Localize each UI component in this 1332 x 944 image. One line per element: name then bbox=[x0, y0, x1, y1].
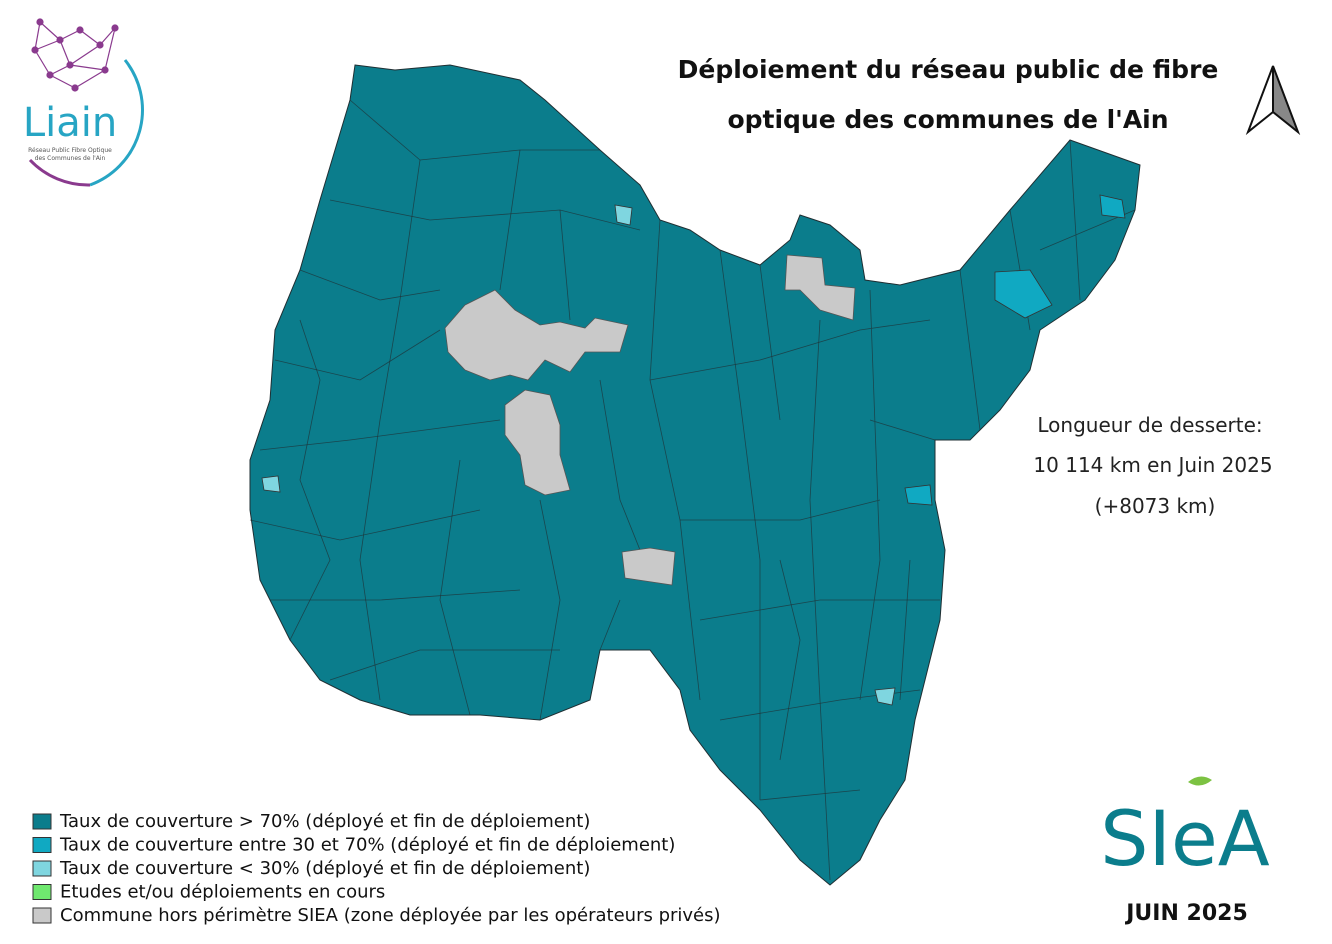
partial-zones bbox=[261, 194, 1126, 706]
legend-swatch bbox=[32, 907, 52, 924]
stat-increase: (+8073 km) bbox=[1095, 494, 1216, 518]
siea-logo: SIeA JUIN 2025 bbox=[1100, 776, 1270, 926]
department-area bbox=[249, 64, 1141, 886]
legend-swatch bbox=[32, 860, 52, 877]
legend-label: Taux de couverture > 70% (déployé et fin… bbox=[59, 811, 590, 832]
legend-label: Commune hors périmètre SIEA (zone déploy… bbox=[60, 905, 721, 926]
legend-swatch bbox=[32, 884, 52, 900]
north-arrow bbox=[1245, 65, 1301, 136]
stat-label: Longueur de desserte: bbox=[1037, 413, 1262, 437]
legend: Taux de couverture > 70% (déployé et fin… bbox=[32, 811, 721, 926]
logo-tagline: Réseau Public Fibre Optique bbox=[28, 147, 112, 154]
legend-label: Etudes et/ou déploiements en cours bbox=[60, 882, 385, 903]
map-title: Déploiement du réseau public de fibre bbox=[678, 55, 1219, 84]
legend-label: Taux de couverture < 30% (déployé et fin… bbox=[59, 858, 590, 879]
stat-length: 10 114 km en Juin 2025 bbox=[1033, 453, 1272, 477]
ain-map bbox=[249, 64, 1141, 886]
map-title: optique des communes de l'Ain bbox=[727, 105, 1168, 134]
brand-name: SIeA bbox=[1100, 794, 1269, 883]
legend-swatch bbox=[32, 837, 52, 853]
logo-name: Liain bbox=[23, 100, 117, 146]
legend-swatch bbox=[32, 813, 52, 830]
brand-date: JUIN 2025 bbox=[1124, 901, 1248, 926]
private-zones bbox=[444, 254, 856, 586]
logo-tagline: des Communes de l'Ain bbox=[35, 155, 106, 162]
legend-label: Taux de couverture entre 30 et 70% (dépl… bbox=[59, 835, 675, 856]
liain-logo: Liain Réseau Public Fibre Optique des Co… bbox=[23, 18, 144, 187]
commune-borders bbox=[249, 99, 1136, 881]
